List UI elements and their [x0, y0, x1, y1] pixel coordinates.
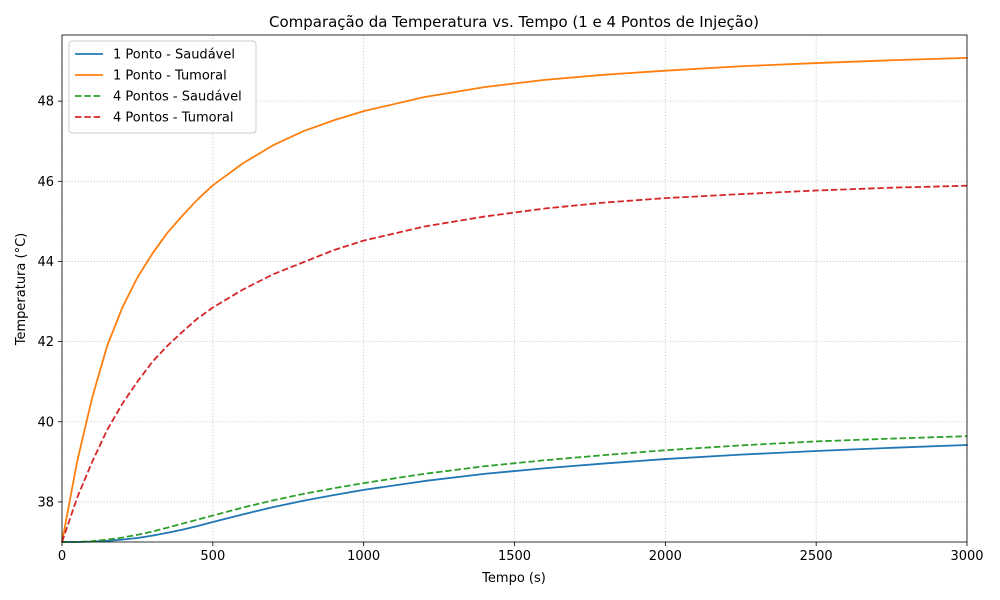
series-line-3 — [62, 435, 968, 543]
y-axis-ticks: 38 40 42 44 46 48 — [37, 95, 62, 510]
x-tick-label: 0 — [58, 549, 66, 564]
x-tick-label: 2000 — [649, 549, 682, 564]
series-line-2 — [61, 56, 968, 543]
y-tick-label: 42 — [37, 335, 54, 350]
legend-label: 4 Pontos - Saudável — [113, 90, 242, 105]
chart-title: Comparação da Temperatura vs. Tempo (1 e… — [269, 13, 759, 31]
legend-label: 4 Pontos - Tumoral — [113, 111, 234, 126]
series-line-4 — [61, 184, 968, 543]
y-axis-label: Temperatura (°C) — [14, 233, 29, 346]
x-axis-label: Tempo (s) — [481, 571, 546, 586]
series-line-1 — [61, 444, 968, 543]
y-tick-label: 46 — [37, 175, 54, 190]
y-tick-label: 48 — [37, 95, 54, 110]
legend-label: 1 Ponto - Tumoral — [113, 69, 227, 84]
y-tick-label: 38 — [37, 495, 54, 510]
series-lines — [61, 56, 968, 543]
x-tick-label: 3000 — [950, 549, 983, 564]
y-tick-label: 40 — [37, 415, 54, 430]
legend: 1 Ponto - Saudável 1 Ponto - Tumoral 4 Pon… — [68, 40, 257, 134]
legend-label: 1 Ponto - Saudável — [113, 48, 235, 63]
x-tick-label: 1500 — [498, 549, 531, 564]
legend-box — [68, 40, 257, 134]
x-axis-ticks: 0 500 1000 1500 2000 2500 3000 — [58, 542, 984, 564]
x-tick-label: 500 — [200, 549, 225, 564]
x-tick-label: 2500 — [800, 549, 833, 564]
x-tick-label: 1000 — [347, 549, 380, 564]
y-tick-label: 44 — [37, 255, 54, 270]
